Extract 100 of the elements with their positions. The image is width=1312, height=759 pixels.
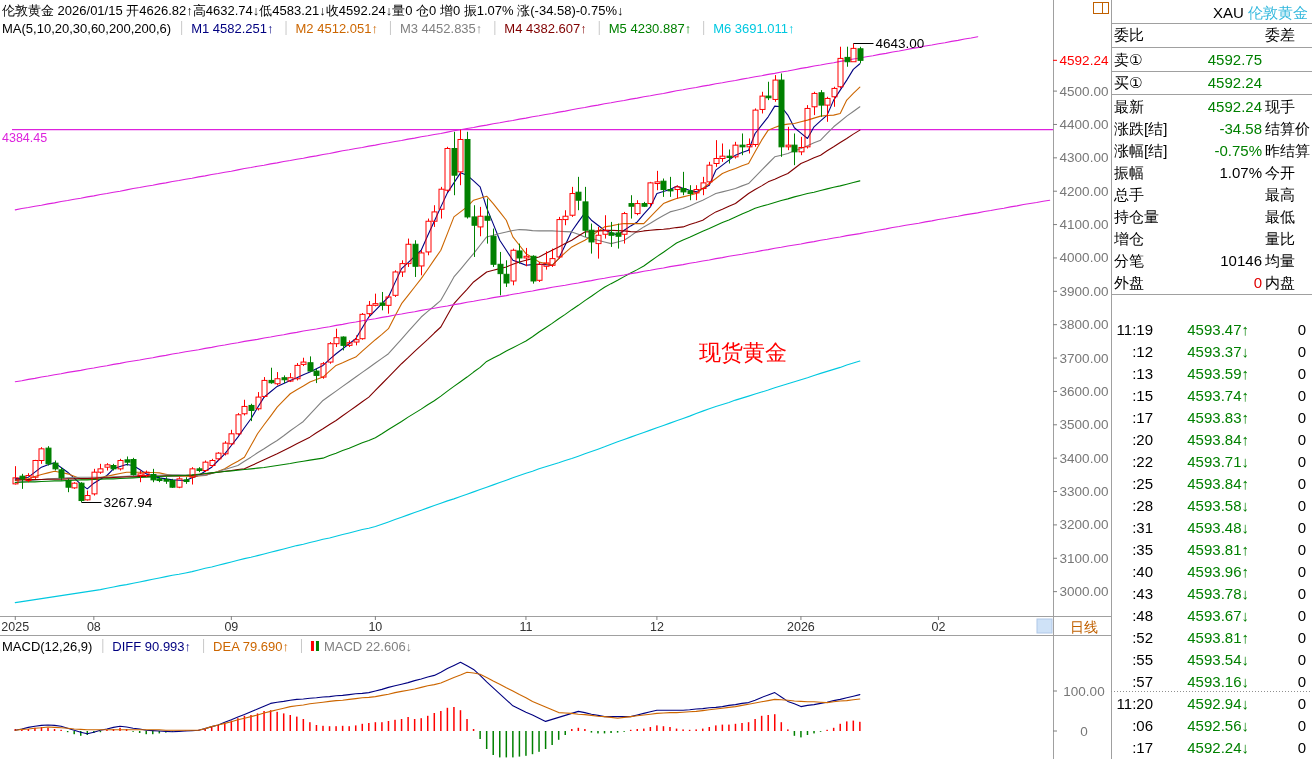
- y-tick-label: 3300.00: [1059, 484, 1109, 500]
- text: :40: [1132, 562, 1153, 580]
- text: :31: [1132, 518, 1153, 536]
- text: 0: [1297, 694, 1306, 712]
- text: 0: [1297, 430, 1306, 448]
- text: :25: [1132, 474, 1153, 492]
- text: 4592.24: [1207, 73, 1262, 91]
- text: XAU 伦敦黄金: [1212, 3, 1308, 21]
- x-tick-label: 08: [86, 620, 101, 634]
- legend-label: MACD 22.606↓: [323, 638, 413, 654]
- text: 4592.56↓: [1187, 716, 1249, 734]
- text: 1.07%: [1219, 163, 1262, 181]
- y-tick-label: 3400.00: [1059, 450, 1109, 466]
- text: 11:20: [1116, 694, 1153, 712]
- y-tick-label: 4500.00: [1059, 83, 1109, 99]
- y-tick-label: 3000.00: [1059, 584, 1109, 600]
- text: 0: [1297, 386, 1306, 404]
- text: 0: [1297, 518, 1306, 536]
- text: :57: [1132, 672, 1153, 690]
- text: 4592.24↓: [1187, 738, 1249, 756]
- text: 4593.59↑: [1187, 364, 1249, 382]
- text: :17: [1132, 408, 1153, 426]
- text: 0: [1297, 716, 1306, 734]
- legend-title: MACD(12,26,9): [2, 638, 93, 654]
- text: :20: [1132, 430, 1153, 448]
- text: 涨跌[结]: [1114, 119, 1168, 137]
- text: 均量: [1264, 251, 1295, 269]
- x-tick-label: 2026: [787, 620, 815, 634]
- text: 最高: [1265, 185, 1295, 203]
- text: 0: [1297, 364, 1306, 382]
- text: :13: [1132, 364, 1153, 382]
- text: 4593.54↓: [1187, 650, 1249, 668]
- text: M4 4382.607↑: [504, 20, 587, 36]
- text: 4593.78↓: [1187, 584, 1249, 602]
- text: 今开: [1265, 163, 1295, 181]
- text: 4593.48↓: [1187, 518, 1249, 536]
- text: 4593.83↑: [1187, 408, 1249, 426]
- y-tick-label: 3600.00: [1059, 383, 1109, 399]
- data-label: 4643.00: [853, 36, 925, 51]
- text: 量比: [1265, 229, 1295, 247]
- text: 委差: [1265, 25, 1295, 43]
- text: 4593.67↓: [1187, 606, 1249, 624]
- text: 卖①: [1114, 50, 1143, 68]
- text: 4593.81↑: [1187, 540, 1249, 558]
- text: 最新: [1114, 97, 1144, 115]
- text: 0: [1297, 320, 1306, 338]
- chart-title: 伦敦黄金 2026/01/15 开4626.82↑高4632.74↓低4583.21↓收4592.24↓量0 仓0 增0 振1.07% 涨(-34.58)-0.75%↓: [2, 2, 624, 18]
- text: 10146: [1220, 251, 1262, 269]
- text: 4593.96↑: [1187, 562, 1249, 580]
- text: M5 4230.887↑: [608, 20, 692, 36]
- text: :22: [1132, 452, 1153, 470]
- text: 4592.24: [1207, 97, 1262, 115]
- text: :15: [1132, 386, 1153, 404]
- text: 结算价: [1265, 119, 1310, 137]
- text: :52: [1132, 628, 1153, 646]
- text: 0: [1297, 496, 1306, 514]
- text: 总手: [1113, 185, 1144, 203]
- text: DEA 79.690↑: [213, 638, 289, 654]
- text: 4593.16↓: [1187, 672, 1249, 690]
- x-tick-label: 02: [931, 620, 946, 634]
- text: 0: [1297, 672, 1306, 690]
- text: 0: [1297, 474, 1306, 492]
- text: 昨结算: [1265, 141, 1310, 159]
- y-tick-label: 4100.00: [1059, 217, 1109, 233]
- text: 内盘: [1265, 273, 1295, 291]
- text: 11:19: [1116, 320, 1153, 338]
- text: :06: [1132, 716, 1153, 734]
- x-axis-title: 日线: [1070, 618, 1098, 635]
- text: 持仓量: [1114, 207, 1159, 225]
- text: DIFF 90.993↑: [112, 638, 192, 654]
- text: 4593.84↑: [1187, 474, 1249, 492]
- text: M6 3691.011↑: [713, 20, 795, 36]
- y-tick-label: 4000.00: [1059, 250, 1109, 266]
- text: 0: [1297, 540, 1306, 558]
- text: 0: [1297, 606, 1306, 624]
- text: 0: [1297, 584, 1306, 602]
- x-tick-label: 11: [519, 620, 533, 634]
- text: 外盘: [1114, 273, 1144, 291]
- text: 4592.75: [1207, 50, 1262, 68]
- y-tick-label: 3800.00: [1059, 317, 1109, 333]
- text: 0: [1297, 408, 1306, 426]
- text: -0.75%: [1214, 141, 1262, 159]
- text: 0: [1297, 562, 1306, 580]
- text: 4593.74↑: [1187, 386, 1249, 404]
- text: 4593.81↑: [1187, 628, 1249, 646]
- text: 4593.47↑: [1187, 320, 1249, 338]
- x-tick-label: 2025: [1, 620, 30, 634]
- annotation: 现货黄金: [699, 339, 788, 365]
- legend-title: MA(5,10,20,30,60,200,200,6): [2, 20, 172, 36]
- y-tick-label: 4200.00: [1059, 183, 1109, 199]
- y-tick-label: 4592.24: [1059, 52, 1109, 68]
- y-tick-label: 4300.00: [1059, 150, 1109, 166]
- y-tick-label: 3900.00: [1059, 283, 1109, 299]
- text: :35: [1132, 540, 1153, 558]
- text: 0: [1297, 650, 1306, 668]
- text: 4593.84↑: [1187, 430, 1249, 448]
- text: 0: [1297, 342, 1306, 360]
- text: 0: [1297, 628, 1306, 646]
- x-tick-label: 09: [224, 620, 239, 634]
- y-tick-label: 3500.00: [1059, 417, 1109, 433]
